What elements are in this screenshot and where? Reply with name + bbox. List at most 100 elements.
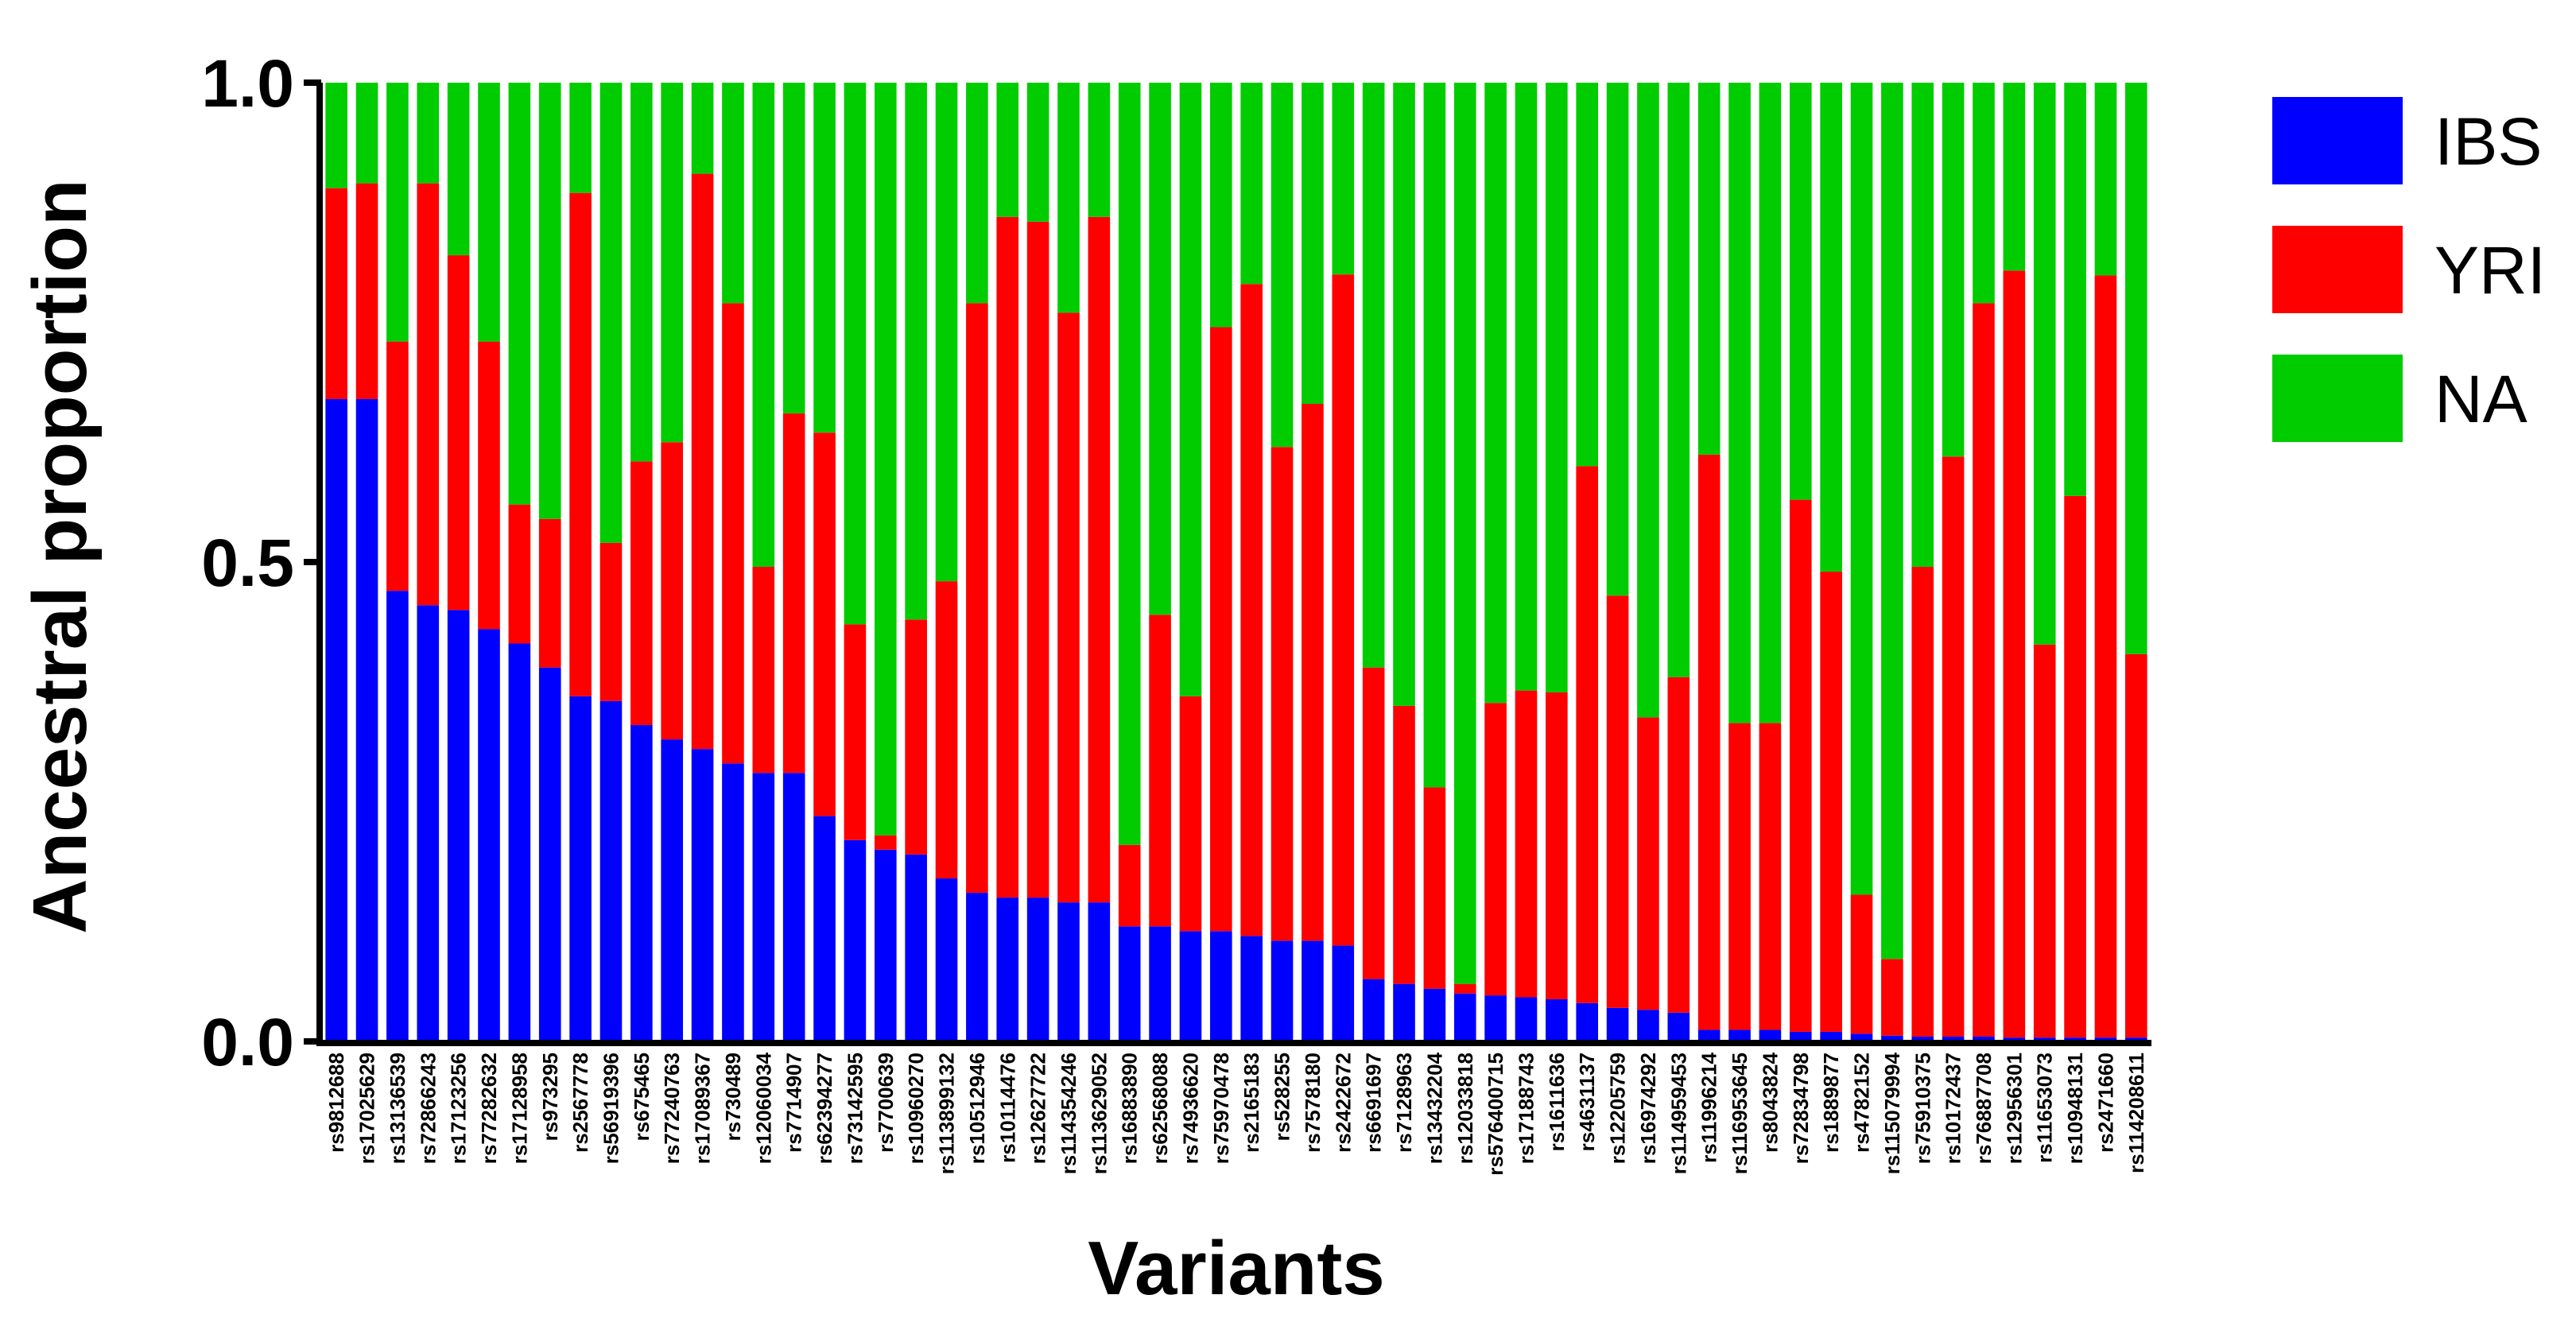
- x-tick-label: rs62568088: [1148, 1053, 1172, 1164]
- x-tick-label: rs72834798: [1789, 1053, 1813, 1164]
- bar-yri-rs62394277: [813, 432, 836, 816]
- bar-ibs-rs75970478: [1210, 931, 1232, 1041]
- bar-na-rs9812688: [325, 83, 347, 188]
- bar-na-rs17089367: [691, 83, 714, 174]
- legend-swatch-ibs: [2272, 97, 2403, 184]
- bar-na-rs12956301: [2003, 83, 2026, 271]
- bar-ibs-rs10512946: [966, 893, 988, 1041]
- bar-yri-rs1611636: [1546, 692, 1568, 999]
- x-tick-label: rs7578180: [1301, 1053, 1325, 1153]
- bar-ibs-rs12033818: [1453, 993, 1476, 1041]
- bar-yri-rs75970478: [1210, 327, 1232, 932]
- bar-yri-rs12060034: [752, 567, 775, 774]
- bar-ibs-rs13136539: [386, 591, 409, 1041]
- bar-yri-rs528255: [1271, 447, 1294, 941]
- x-tick-label: rs576400715: [1484, 1053, 1507, 1176]
- bar-ibs-rs9812688: [325, 398, 347, 1042]
- bar-yri-rs13136539: [386, 341, 409, 591]
- x-tick-label: rs17188743: [1514, 1053, 1538, 1164]
- bar-yri-rs10512946: [966, 303, 988, 894]
- bar-ibs-rs4782152: [1850, 1033, 1873, 1041]
- x-tick-label: rs17123256: [447, 1053, 471, 1164]
- bar-yri-rs576400715: [1484, 703, 1507, 996]
- bar-na-rs2422672: [1332, 83, 1355, 275]
- x-tick-label: rs1889877: [1819, 1053, 1843, 1153]
- bar-yri-rs116953645: [1728, 723, 1751, 1030]
- x-tick-label: rs114959453: [1666, 1053, 1690, 1174]
- bar-yri-rs114208611: [2125, 653, 2147, 1038]
- bar-na-rs62568088: [1149, 83, 1171, 615]
- x-tick-label: rs13136539: [386, 1053, 409, 1164]
- bar-na-rs7128963: [1393, 83, 1415, 706]
- bar-yri-rs77240763: [661, 442, 684, 740]
- x-tick-label: rs74936620: [1178, 1053, 1202, 1164]
- bar-ibs-rs10114476: [996, 898, 1019, 1041]
- y-tick-label: 1.0: [201, 46, 294, 121]
- x-tick-label: rs10114476: [995, 1053, 1019, 1163]
- x-tick-label: rs16883890: [1118, 1053, 1142, 1164]
- bar-yri-rs4631137: [1576, 466, 1599, 1003]
- bar-yri-rs11653073: [2033, 644, 2056, 1038]
- bar-ibs-rs4631137: [1576, 1002, 1599, 1041]
- x-tick-label: rs2567778: [568, 1053, 592, 1153]
- bar-yri-rs12956301: [2003, 270, 2026, 1038]
- bar-yri-rs74936620: [1179, 696, 1202, 932]
- x-tick-label: rs11653073: [2033, 1053, 2057, 1163]
- x-tick-label: rs17128958: [507, 1053, 531, 1164]
- bar-yri-rs72866243: [417, 183, 440, 606]
- bar-ibs-rs114208611: [2125, 1037, 2147, 1041]
- bar-ibs-rs13432204: [1423, 988, 1446, 1041]
- bar-ibs-rs113629052: [1088, 902, 1111, 1041]
- bar-na-rs116953645: [1728, 83, 1751, 723]
- x-tick-label: rs10948131: [2063, 1053, 2087, 1164]
- bar-na-rs62394277: [813, 83, 836, 433]
- x-tick-label: rs7700639: [874, 1053, 898, 1153]
- x-tick-label: rs2165183: [1240, 1053, 1263, 1153]
- bar-ibs-rs2471660: [2094, 1037, 2117, 1041]
- bar-na-rs7700639: [874, 83, 897, 836]
- bar-ibs-rs17025629: [355, 398, 378, 1042]
- bar-na-rs115079994: [1881, 83, 1903, 960]
- x-tick-label: rs77240763: [660, 1053, 684, 1164]
- bar-ibs-rs11996214: [1697, 1029, 1721, 1041]
- bar-yri-rs17025629: [355, 183, 378, 399]
- bar-yri-rs113899132: [935, 581, 958, 878]
- bar-yri-rs17089367: [691, 173, 714, 750]
- bar-ibs-rs76887708: [1973, 1036, 1995, 1041]
- x-tick-label: rs113629052: [1087, 1053, 1111, 1174]
- bar-yri-rs12033818: [1453, 983, 1476, 994]
- bar-yri-rs2165183: [1240, 284, 1263, 936]
- x-tick-label: rs7128963: [1392, 1053, 1416, 1153]
- legend-label-ibs: IBS: [2434, 104, 2542, 179]
- bar-yri-rs7714907: [782, 413, 805, 774]
- bar-na-rs730489: [722, 83, 744, 304]
- bar-yri-rs2471660: [2094, 275, 2117, 1038]
- bar-na-rs528255: [1271, 83, 1294, 448]
- bar-ibs-rs75910375: [1911, 1036, 1934, 1041]
- bar-na-rs114208611: [2125, 83, 2147, 654]
- x-tick-label: rs12627722: [1026, 1053, 1050, 1164]
- bar-ibs-rs17123256: [447, 610, 470, 1041]
- bar-na-rs72834798: [1789, 83, 1812, 500]
- x-tick-labels: rs9812688 rs17025629 rs13136539 rs72866243 r…: [324, 1052, 2148, 1175]
- x-tick-label: rs2471660: [2093, 1053, 2117, 1153]
- bar-yri-rs17123256: [447, 255, 470, 611]
- bar-ibs-rs528255: [1271, 940, 1294, 1041]
- x-tick-label: rs4631137: [1575, 1053, 1599, 1151]
- bar-na-rs77282632: [478, 83, 500, 342]
- bar-yri-rs73142595: [844, 624, 867, 840]
- bar-ibs-rs116953645: [1728, 1029, 1751, 1041]
- bar-na-rs114354246: [1057, 83, 1080, 313]
- legend: IBS YRI NA: [2272, 97, 2546, 442]
- bar-na-rs114959453: [1667, 83, 1690, 677]
- bar-yri-rs56919396: [599, 542, 623, 701]
- x-axis-title: Variants: [1088, 1226, 1385, 1311]
- bar-na-rs72866243: [417, 83, 440, 184]
- bar-na-rs12627722: [1026, 83, 1049, 222]
- bar-yri-rs12205759: [1606, 595, 1629, 1008]
- bar-na-rs2471660: [2094, 83, 2117, 276]
- bar-yri-rs9812688: [325, 188, 347, 399]
- bar-na-rs576400715: [1484, 83, 1507, 704]
- bar-ibs-rs8043824: [1759, 1029, 1782, 1041]
- x-tick-label: rs17025629: [355, 1053, 379, 1164]
